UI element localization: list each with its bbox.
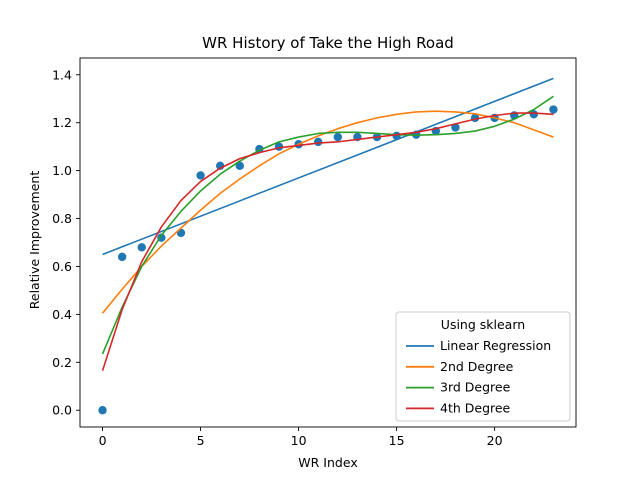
legend-entry-4: 4th Degree bbox=[440, 400, 511, 415]
y-tick-label-3: 0.6 bbox=[52, 259, 72, 274]
y-tick-label-5: 1.0 bbox=[52, 163, 72, 178]
data-point-1 bbox=[118, 253, 126, 261]
y-tick-label-7: 1.4 bbox=[52, 67, 72, 82]
y-tick-label-6: 1.2 bbox=[52, 115, 72, 130]
data-point-12 bbox=[334, 133, 342, 141]
y-tick-label-2: 0.4 bbox=[52, 307, 72, 322]
y-tick-label-0: 0.0 bbox=[52, 403, 72, 418]
data-point-11 bbox=[314, 138, 322, 146]
x-axis-label: WR Index bbox=[298, 455, 357, 470]
x-tick-label-1: 5 bbox=[197, 433, 205, 448]
legend-entry-1: Linear Regression bbox=[440, 338, 551, 353]
legend-entry-2: 2nd Degree bbox=[440, 359, 514, 374]
y-tick-label-1: 0.2 bbox=[52, 355, 72, 370]
y-axis-label: Relative Improvement bbox=[27, 171, 42, 310]
data-point-2 bbox=[138, 243, 146, 251]
x-tick-label-3: 15 bbox=[389, 433, 405, 448]
x-tick-label-4: 20 bbox=[487, 433, 503, 448]
data-point-23 bbox=[549, 105, 557, 113]
y-tick-label-4: 0.8 bbox=[52, 211, 72, 226]
legend: Using sklearn Linear Regression 2nd Degree… bbox=[396, 312, 570, 421]
legend-title: Using sklearn bbox=[441, 317, 525, 332]
x-tick-label-0: 0 bbox=[99, 433, 107, 448]
legend-entry-3: 3rd Degree bbox=[440, 380, 511, 395]
data-point-5 bbox=[196, 171, 204, 179]
data-point-0 bbox=[98, 406, 106, 414]
x-tick-label-2: 10 bbox=[291, 433, 307, 448]
chart-title: WR History of Take the High Road bbox=[202, 34, 454, 52]
